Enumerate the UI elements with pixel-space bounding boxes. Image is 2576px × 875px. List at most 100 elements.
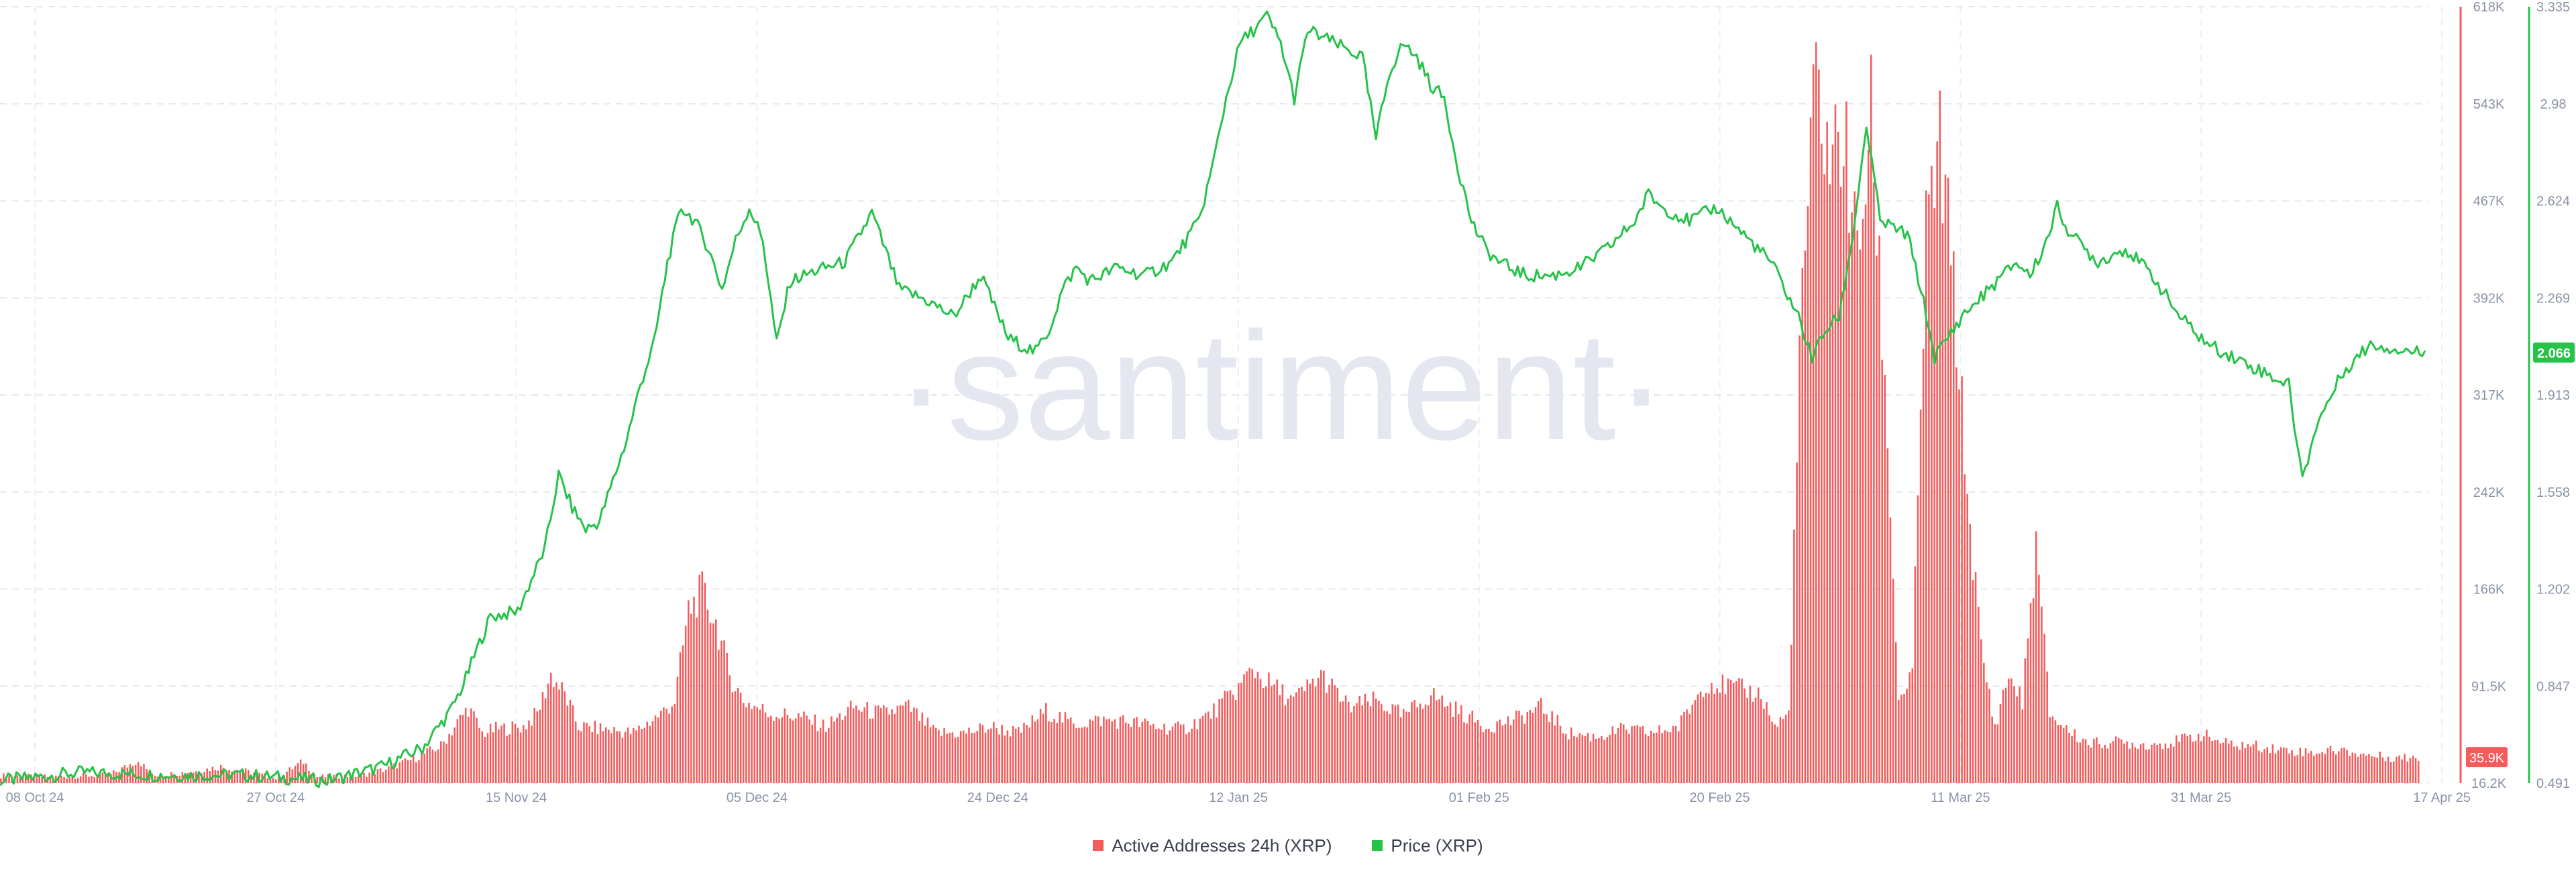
bar [701,571,704,783]
bar [2302,756,2304,783]
bar [1496,721,1498,783]
bar [1314,686,1317,783]
bar [910,711,912,783]
bar [2159,743,2161,783]
bar [2321,752,2323,783]
bar [1014,728,1017,783]
bar [1463,722,1465,783]
bar [1111,721,1113,783]
bar [1224,691,1226,783]
bar [533,707,535,783]
bar [1617,727,1619,783]
bar [1779,717,1782,783]
bar [858,710,860,783]
bar [55,775,57,783]
bar [1900,695,1902,783]
bar [1004,735,1006,783]
bar [2228,743,2230,783]
bar [729,675,731,783]
bar [1573,736,1575,783]
bar [688,600,690,783]
bar [1234,700,1237,783]
bar [2203,736,2205,783]
bar [1556,715,1559,783]
bar [1386,711,1388,783]
bar [486,733,489,783]
bar [1133,718,1135,783]
bar [1097,716,1099,783]
bar [1268,673,1270,783]
bar [1628,734,1630,783]
bar [1964,474,1966,783]
bar [1631,726,1633,783]
bar [269,779,272,783]
bar [2343,748,2345,783]
bar [1067,719,1069,783]
bar [586,723,588,783]
bar [553,687,555,783]
bar [2239,750,2241,783]
bar [1738,678,1740,783]
legend-item-active-addresses[interactable]: Active Addresses 24h (XRP) [1093,835,1332,856]
bar [2131,742,2134,783]
bar [36,774,38,783]
bar [1193,719,1195,783]
bar [1947,178,1949,783]
bar [1760,699,1762,783]
bar [1623,724,1625,783]
bar [2417,760,2420,783]
bar [256,772,258,783]
bar [536,711,539,783]
bar [66,778,68,783]
bar [1323,670,1325,783]
bar [541,692,544,783]
bar [388,766,390,783]
bar [1471,710,1474,783]
bar [1752,701,1754,783]
bar [1906,689,1908,783]
bar [1375,698,1377,783]
bar [2021,709,2024,783]
bar [580,731,582,783]
bar [173,776,175,783]
bar [1564,734,1567,783]
bar [1454,701,1457,783]
bar [2208,736,2210,783]
bar [1691,704,1694,783]
bar [869,718,871,783]
bar [1045,703,1047,783]
bar [1686,709,1688,783]
bar [1246,671,1248,783]
bar [1568,739,1570,783]
bar [1917,495,1919,783]
bar [1039,709,1042,783]
bar [1344,695,1347,783]
bar [1378,701,1380,783]
bar [1056,723,1058,783]
bar [1477,720,1479,783]
bar [429,746,431,783]
bar [1303,691,1305,783]
bar [393,763,395,783]
bar [767,717,769,783]
bar [60,776,62,783]
bar [896,705,899,783]
current-value-badge-price [2533,342,2575,363]
bar [514,723,517,783]
bar [885,707,888,783]
bar [2376,757,2378,783]
bar [841,719,844,783]
bar [104,774,107,783]
bar [871,718,874,783]
legend-item-price[interactable]: Price (XRP) [1372,835,1483,856]
bar [1248,667,1250,783]
bar [1996,724,1999,783]
bar [2118,738,2120,783]
bar [1254,678,1256,783]
bar [1441,695,1443,783]
bar [2291,750,2293,783]
bar [1221,698,1223,783]
bar [1953,251,1955,783]
bar [440,741,442,783]
bar [443,741,445,783]
